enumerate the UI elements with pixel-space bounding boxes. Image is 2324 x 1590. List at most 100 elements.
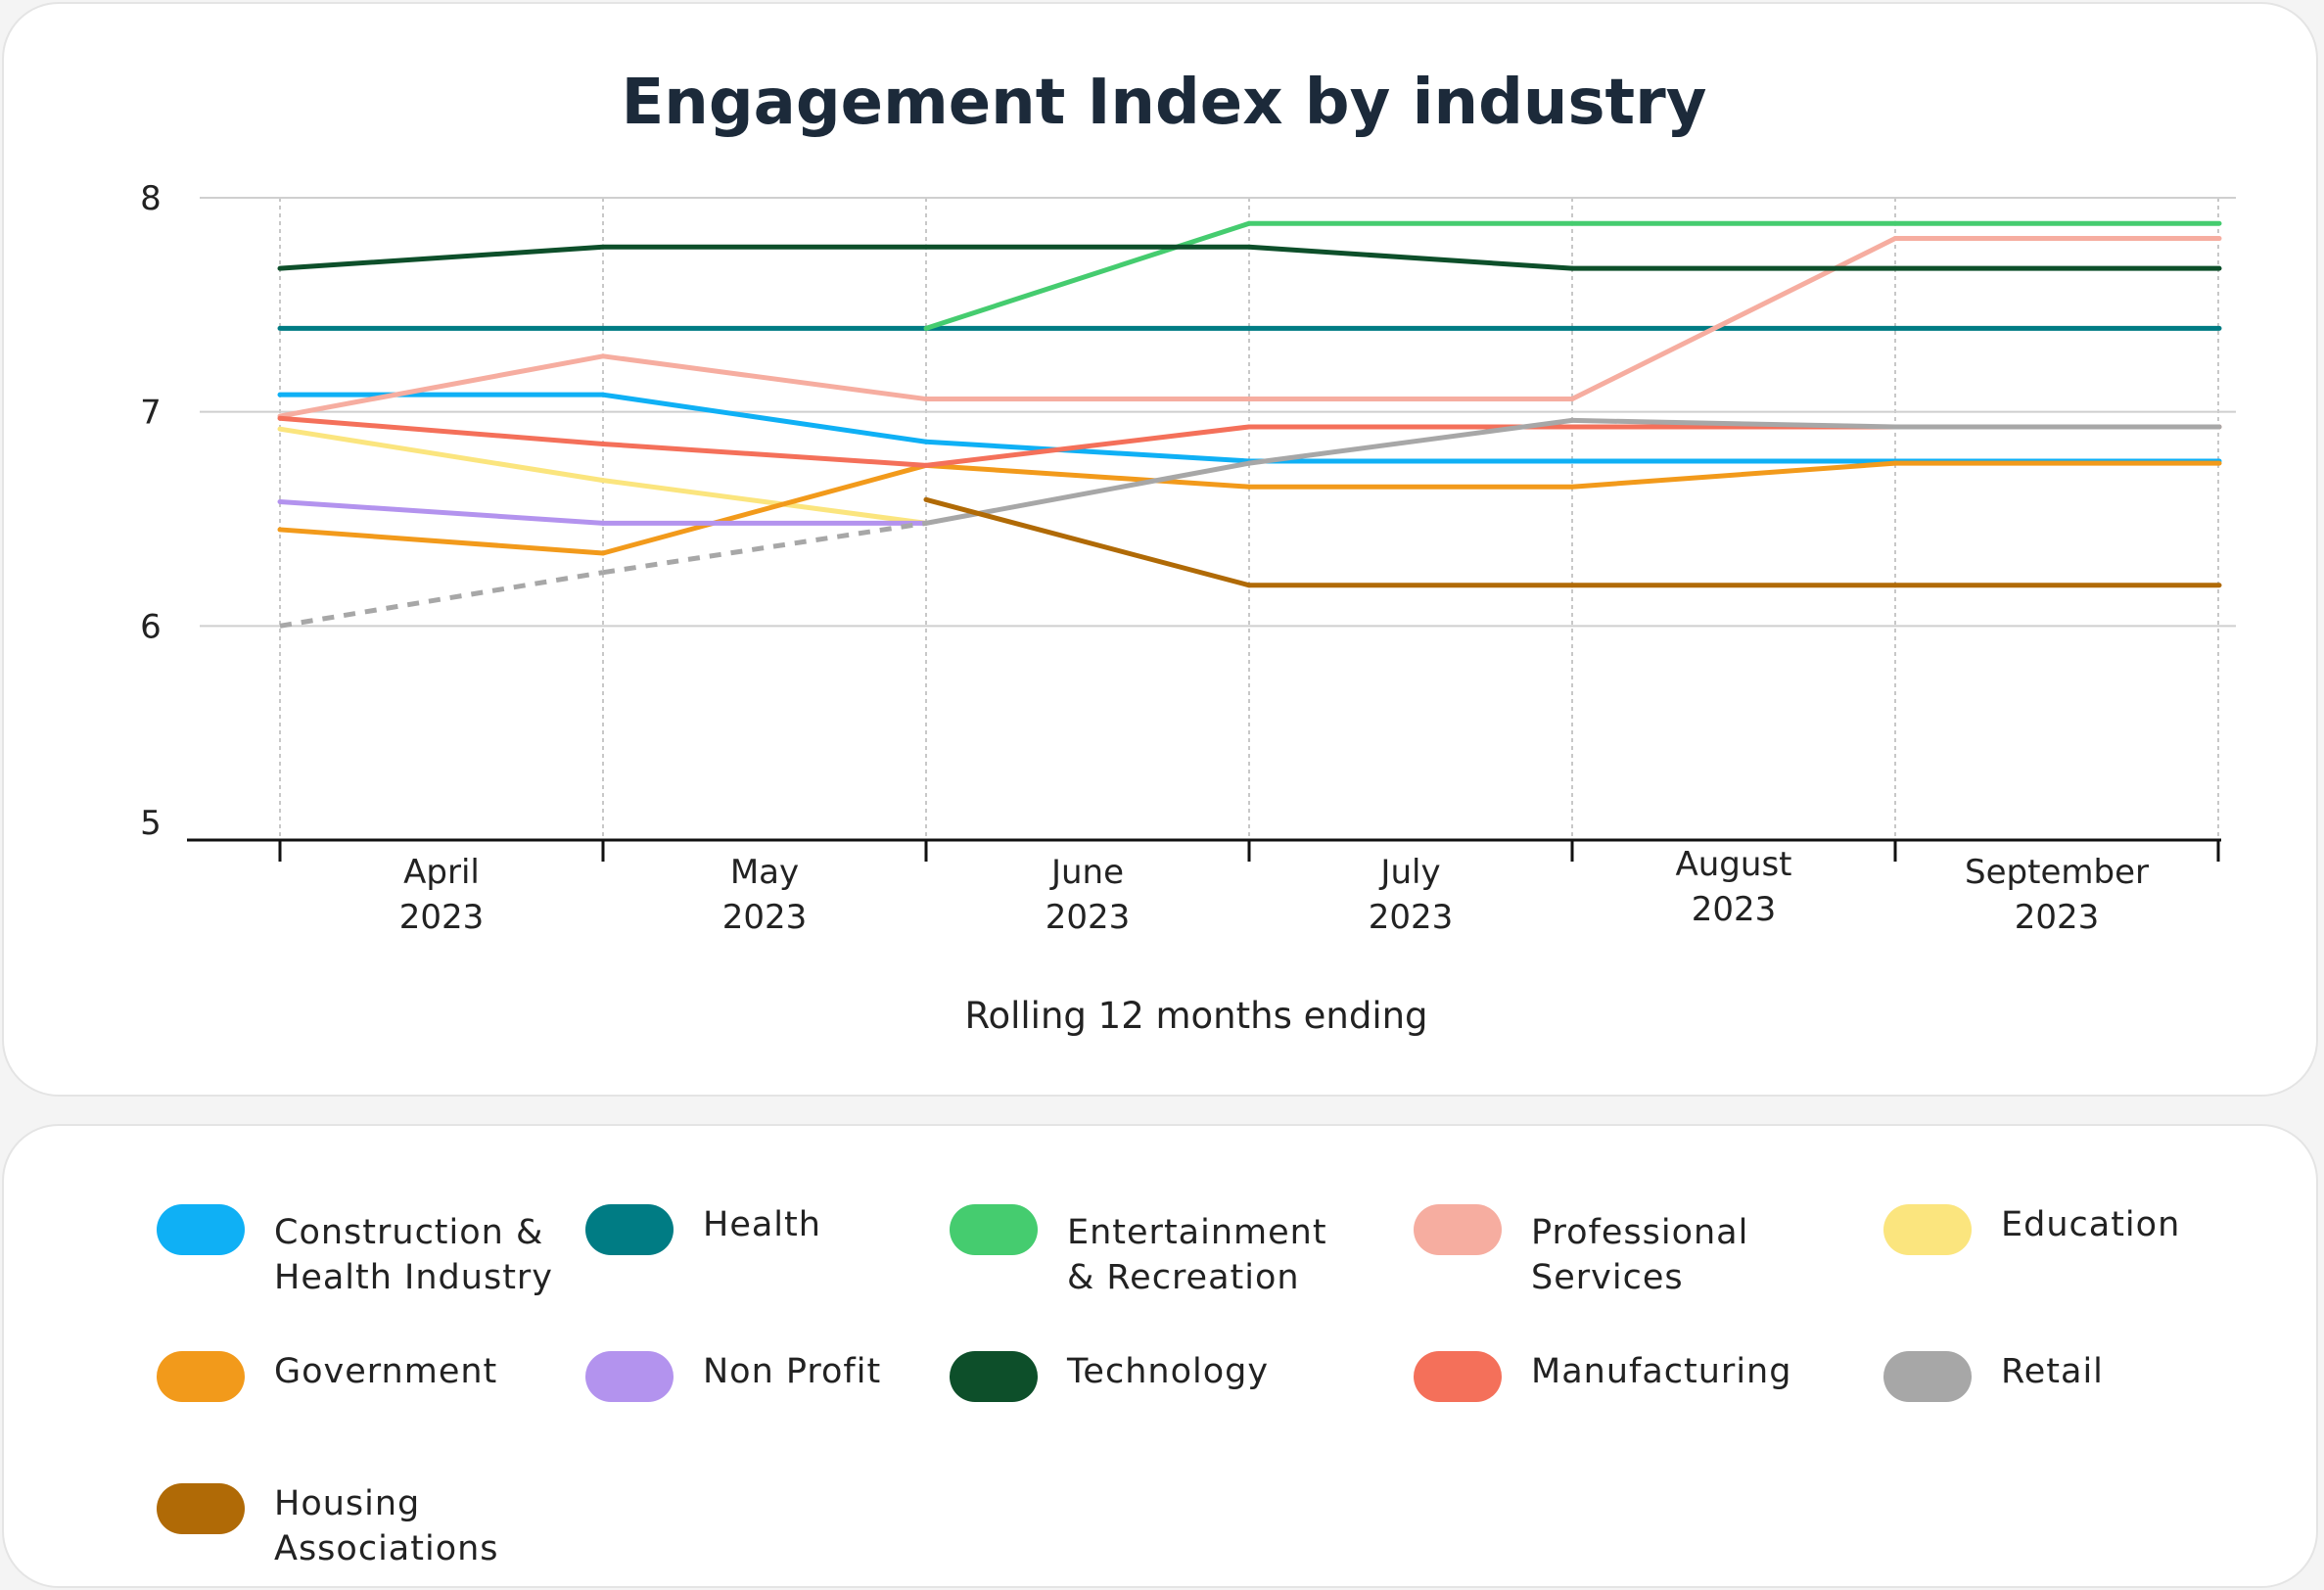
legend-label-line: Housing Associations — [274, 1484, 499, 1568]
x-tick-label-year: 2023 — [2015, 898, 2100, 937]
legend-swatch — [157, 1204, 245, 1255]
legend-item: Manufacturing — [1414, 1351, 1825, 1402]
x-tick-label-month: September — [1965, 853, 2149, 892]
y-tick-label: 7 — [140, 394, 162, 433]
legend-swatch — [585, 1351, 674, 1402]
series-segment — [277, 244, 606, 271]
series-non-profit — [277, 499, 929, 526]
y-tick-label: 6 — [140, 607, 162, 646]
x-tick-label-year: 2023 — [399, 898, 485, 937]
legend-item: Health — [585, 1204, 997, 1255]
legend-swatch — [585, 1204, 674, 1255]
series-segment — [600, 478, 929, 526]
legend-item: Non Profit — [585, 1351, 997, 1402]
series-entertainment-recreation — [923, 220, 2222, 331]
legend-item: Construction & Health Industry — [157, 1204, 568, 1300]
series-segment — [923, 462, 1252, 490]
series-professional-services — [277, 236, 2222, 419]
legend-label: Professional Services — [1531, 1210, 1825, 1300]
legend-label: Non Profit — [703, 1349, 997, 1394]
series-segment — [277, 499, 606, 526]
series-segment — [277, 353, 606, 419]
legend-label-line: Technology — [1067, 1352, 1270, 1391]
legend-swatch — [1414, 1204, 1502, 1255]
x-axis: 5 6 7 8 April 2023 May 2023 June 2023 July 2023 Augu… — [140, 179, 2221, 937]
legend-label-line: & Recreation — [1067, 1258, 1300, 1297]
series-segment — [277, 426, 606, 484]
x-tick-label-month: May — [730, 853, 799, 892]
series-education — [277, 426, 929, 526]
legend-label-line: Non Profit — [703, 1352, 882, 1391]
y-tick-label: 5 — [140, 804, 162, 843]
series-segment — [1569, 236, 1898, 402]
legend-label-line: Retail — [2001, 1352, 2104, 1391]
legend-label-line: Manufacturing — [1531, 1352, 1792, 1391]
legend-swatch — [1883, 1204, 1972, 1255]
series-segment — [1569, 460, 1898, 490]
line-chart: Engagement Index by industry 5 6 7 8 April 20… — [140, 67, 2236, 1037]
gridlines — [200, 197, 2236, 840]
series-segment — [600, 441, 929, 468]
x-tick-label-month: August — [1676, 845, 1792, 884]
legend-label: Government — [274, 1349, 568, 1394]
series-segment — [923, 220, 1252, 331]
legend-label: Health — [703, 1202, 997, 1247]
legend-label-line: Entertainment — [1067, 1213, 1327, 1252]
series-segment — [1246, 244, 1575, 271]
legend-swatch — [157, 1483, 245, 1534]
series-segment — [1569, 417, 1898, 430]
series-housing-associations — [923, 496, 2222, 588]
legend-swatch — [1883, 1351, 1972, 1402]
chart-title: Engagement Index by industry — [622, 67, 1707, 139]
x-tick-label-year: 2023 — [1692, 890, 1777, 929]
legend-swatch — [950, 1351, 1038, 1402]
legend-label: Retail — [2001, 1349, 2295, 1394]
legend-item: Technology — [950, 1351, 1361, 1402]
x-tick-label-month: June — [1049, 853, 1124, 892]
legend-label-line: Health Industry — [274, 1258, 554, 1297]
series-government — [277, 460, 2222, 556]
legend-label-line: Health — [703, 1205, 821, 1244]
legend-item: Entertainment & Recreation — [950, 1204, 1361, 1300]
x-axis-title: Rolling 12 months ending — [964, 995, 1427, 1037]
legend-card: Construction & Health Industry Health Enter… — [2, 1124, 2318, 1588]
legend-label: Manufacturing — [1531, 1349, 1825, 1394]
legend-item: Retail — [1883, 1351, 2295, 1402]
legend-label: Housing Associations — [274, 1481, 568, 1571]
legend-item: Professional Services — [1414, 1204, 1825, 1300]
series-segment — [600, 353, 929, 402]
series-segment — [277, 415, 606, 446]
legend-label: Education — [2001, 1202, 2295, 1247]
legend-item: Education — [1883, 1204, 2295, 1255]
series-segment — [602, 520, 927, 576]
legend-label-line: Construction & — [274, 1213, 544, 1252]
y-tick-label: 8 — [140, 179, 162, 218]
series-segment — [1246, 417, 1575, 466]
legend-item: Government — [157, 1351, 568, 1402]
x-tick-label-year: 2023 — [1369, 898, 1454, 937]
legend-label: Entertainment & Recreation — [1067, 1210, 1361, 1300]
series-segment — [923, 496, 1252, 588]
series-segment — [923, 439, 1252, 464]
legend-swatch — [157, 1351, 245, 1402]
legend-label: Construction & Health Industry — [274, 1210, 568, 1300]
x-tick-label-month: July — [1378, 853, 1440, 892]
x-tick-label-month: April — [403, 853, 480, 892]
series-segment — [600, 462, 929, 556]
series-segment — [923, 424, 1252, 468]
series-segment — [277, 527, 606, 556]
series-segment — [600, 392, 929, 444]
series-segment — [279, 570, 604, 629]
legend-swatch — [950, 1204, 1038, 1255]
series-lines — [277, 220, 2222, 629]
legend-swatch — [1414, 1351, 1502, 1402]
x-tick-label-year: 2023 — [722, 898, 808, 937]
legend-label-line: Government — [274, 1352, 498, 1391]
legend-item: Housing Associations — [157, 1483, 568, 1571]
legend-label-line: Education — [2001, 1205, 2181, 1244]
legend-label-line: Services — [1531, 1258, 1684, 1297]
legend-label-line: Professional — [1531, 1213, 1749, 1252]
legend-label: Technology — [1067, 1349, 1361, 1394]
series-technology — [277, 244, 2222, 271]
x-tick-label-year: 2023 — [1046, 898, 1131, 937]
